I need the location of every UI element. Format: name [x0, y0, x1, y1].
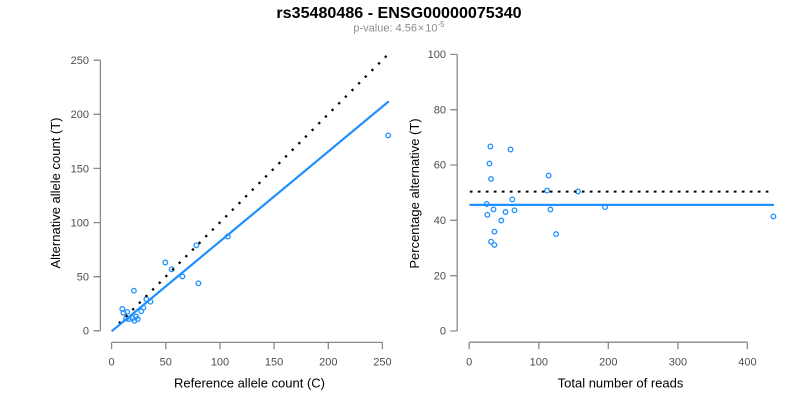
svg-text:200: 200	[319, 357, 337, 369]
svg-text:250: 250	[373, 357, 391, 369]
svg-text:40: 40	[434, 215, 446, 227]
svg-text:Total number of reads: Total number of reads	[558, 376, 684, 391]
svg-text:0: 0	[109, 357, 115, 369]
svg-text:Reference allele count (C): Reference allele count (C)	[174, 375, 325, 390]
svg-text:50: 50	[160, 357, 172, 369]
svg-text:0: 0	[440, 326, 446, 338]
svg-text:rs35480486 - ENSG00000075340: rs35480486 - ENSG00000075340	[276, 4, 521, 22]
svg-text:200: 200	[71, 109, 89, 121]
svg-text:0: 0	[83, 326, 89, 338]
svg-text:150: 150	[265, 357, 283, 369]
svg-text:Percentage alternative (T): Percentage alternative (T)	[407, 118, 422, 268]
svg-text:80: 80	[434, 104, 446, 116]
svg-text:0: 0	[466, 357, 472, 369]
svg-text:Alternative allele count (T): Alternative allele count (T)	[48, 117, 63, 268]
svg-text:100: 100	[71, 217, 89, 229]
svg-text:250: 250	[71, 55, 89, 67]
svg-text:200: 200	[599, 357, 617, 369]
svg-text:60: 60	[434, 160, 446, 172]
svg-text:300: 300	[669, 357, 687, 369]
svg-text:150: 150	[71, 163, 89, 175]
svg-text:100: 100	[428, 49, 446, 61]
svg-text:100: 100	[211, 357, 229, 369]
svg-text:50: 50	[77, 272, 89, 284]
svg-text:20: 20	[434, 270, 446, 282]
svg-text:p-value: 4.56 × 10-5: p-value: 4.56 × 10-5	[353, 20, 445, 35]
svg-text:100: 100	[530, 357, 548, 369]
svg-text:400: 400	[738, 357, 756, 369]
